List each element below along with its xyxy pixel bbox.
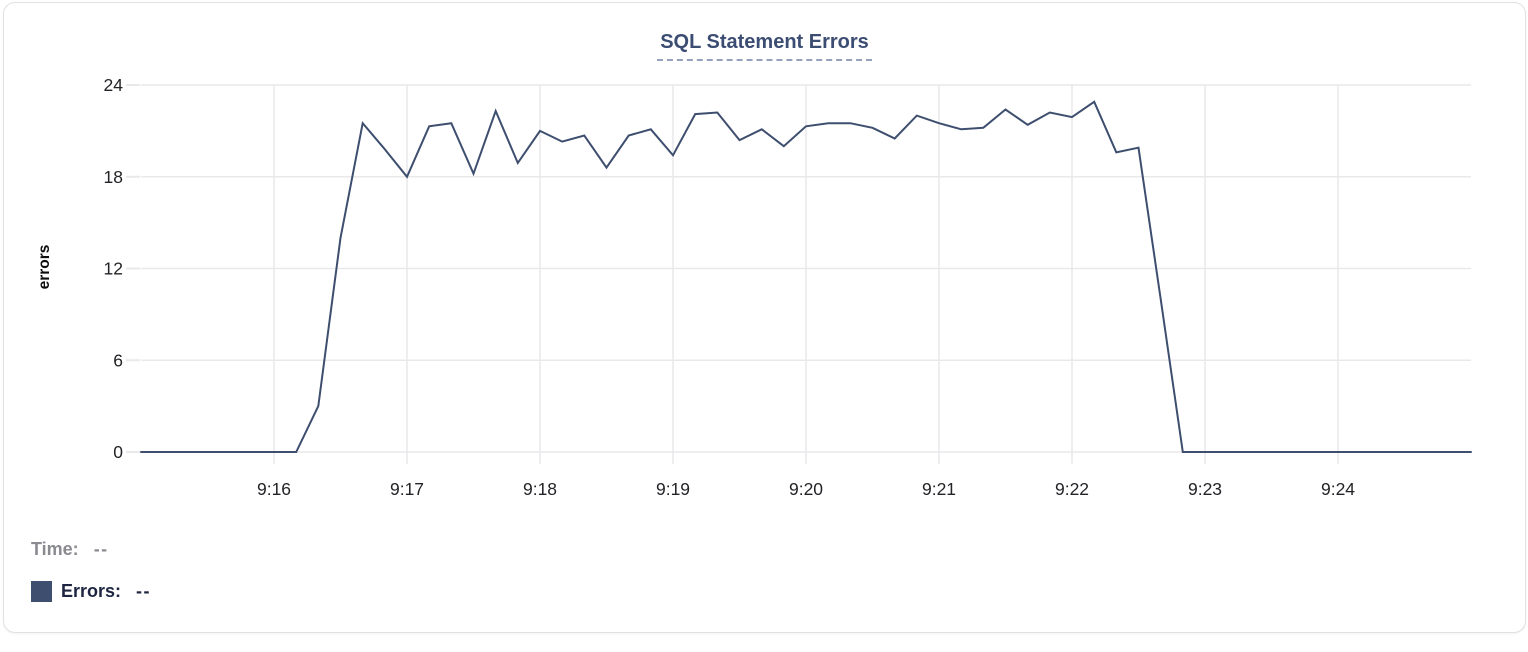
chart-header: SQL Statement Errors <box>4 31 1525 61</box>
x-tick-label: 9:19 <box>656 479 690 499</box>
y-tick-label: 24 <box>104 75 124 95</box>
errors-series-line <box>140 100 1472 453</box>
x-tick-label: 9:22 <box>1055 479 1089 499</box>
x-tick-label: 9:20 <box>789 479 823 499</box>
errors-value: -- <box>136 581 152 601</box>
chart-title-link[interactable]: SQL Statement Errors <box>657 31 872 61</box>
errors-label: Errors: <box>61 581 122 601</box>
time-value: -- <box>93 539 109 559</box>
y-axis-title: errors <box>36 245 53 290</box>
chart-card: SQL Statement Errors 0 6 12 18 24 9:16 9:17 9:… <box>3 2 1526 633</box>
vertical-gridlines <box>273 85 1339 464</box>
errors-series-swatch <box>31 581 52 602</box>
x-tick-label: 9:23 <box>1188 479 1222 499</box>
y-axis-tick-marks <box>126 84 140 453</box>
x-tick-label: 9:24 <box>1321 479 1355 499</box>
x-tick-label: 9:18 <box>523 479 557 499</box>
x-tick-label: 9:16 <box>257 479 291 499</box>
y-tick-label: 18 <box>104 167 123 187</box>
hover-readout-time: Time: -- <box>31 539 109 560</box>
y-tick-label: 0 <box>113 442 123 462</box>
x-tick-label: 9:21 <box>922 479 956 499</box>
y-tick-label: 12 <box>104 259 123 279</box>
x-axis-tick-labels: 9:16 9:17 9:18 9:19 9:20 9:21 9:22 9:23 9:24 <box>257 479 1355 499</box>
sql-statement-errors-chart[interactable]: 0 6 12 18 24 9:16 9:17 9:18 9:19 9:20 9:21 9:22 9:2… <box>3 2 1526 633</box>
time-label: Time: <box>31 539 79 559</box>
y-tick-label: 6 <box>113 350 123 370</box>
y-axis-tick-labels: 0 6 12 18 24 <box>104 75 124 462</box>
x-tick-label: 9:17 <box>390 479 424 499</box>
hover-readout-errors: Errors: -- <box>31 581 151 602</box>
